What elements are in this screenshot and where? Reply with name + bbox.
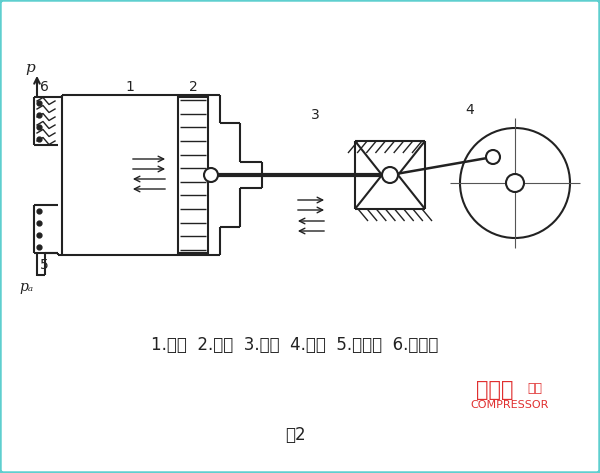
Text: 4: 4 — [466, 103, 475, 117]
Text: p: p — [25, 61, 35, 75]
Bar — [178, 97, 208, 253]
Text: 6: 6 — [40, 80, 49, 94]
Text: 1: 1 — [125, 80, 134, 94]
Text: 杂志: 杂志 — [527, 382, 542, 394]
Text: 1.气缸  2.活塞  3.连杆  4.曲柄  5.进气阁  6.出气阁: 1.气缸 2.活塞 3.连杆 4.曲柄 5.进气阁 6.出气阁 — [151, 336, 439, 354]
Text: 3: 3 — [311, 108, 319, 122]
Text: 图2: 图2 — [284, 426, 305, 444]
Text: 5: 5 — [40, 258, 49, 272]
Circle shape — [486, 150, 500, 164]
Text: 2: 2 — [188, 80, 197, 94]
Circle shape — [382, 167, 398, 183]
Circle shape — [460, 128, 570, 238]
Circle shape — [506, 174, 524, 192]
Text: 压缩机: 压缩机 — [476, 380, 514, 400]
Circle shape — [204, 168, 218, 182]
Text: pₐ: pₐ — [20, 280, 34, 294]
Text: COMPRESSOR: COMPRESSOR — [471, 400, 549, 410]
